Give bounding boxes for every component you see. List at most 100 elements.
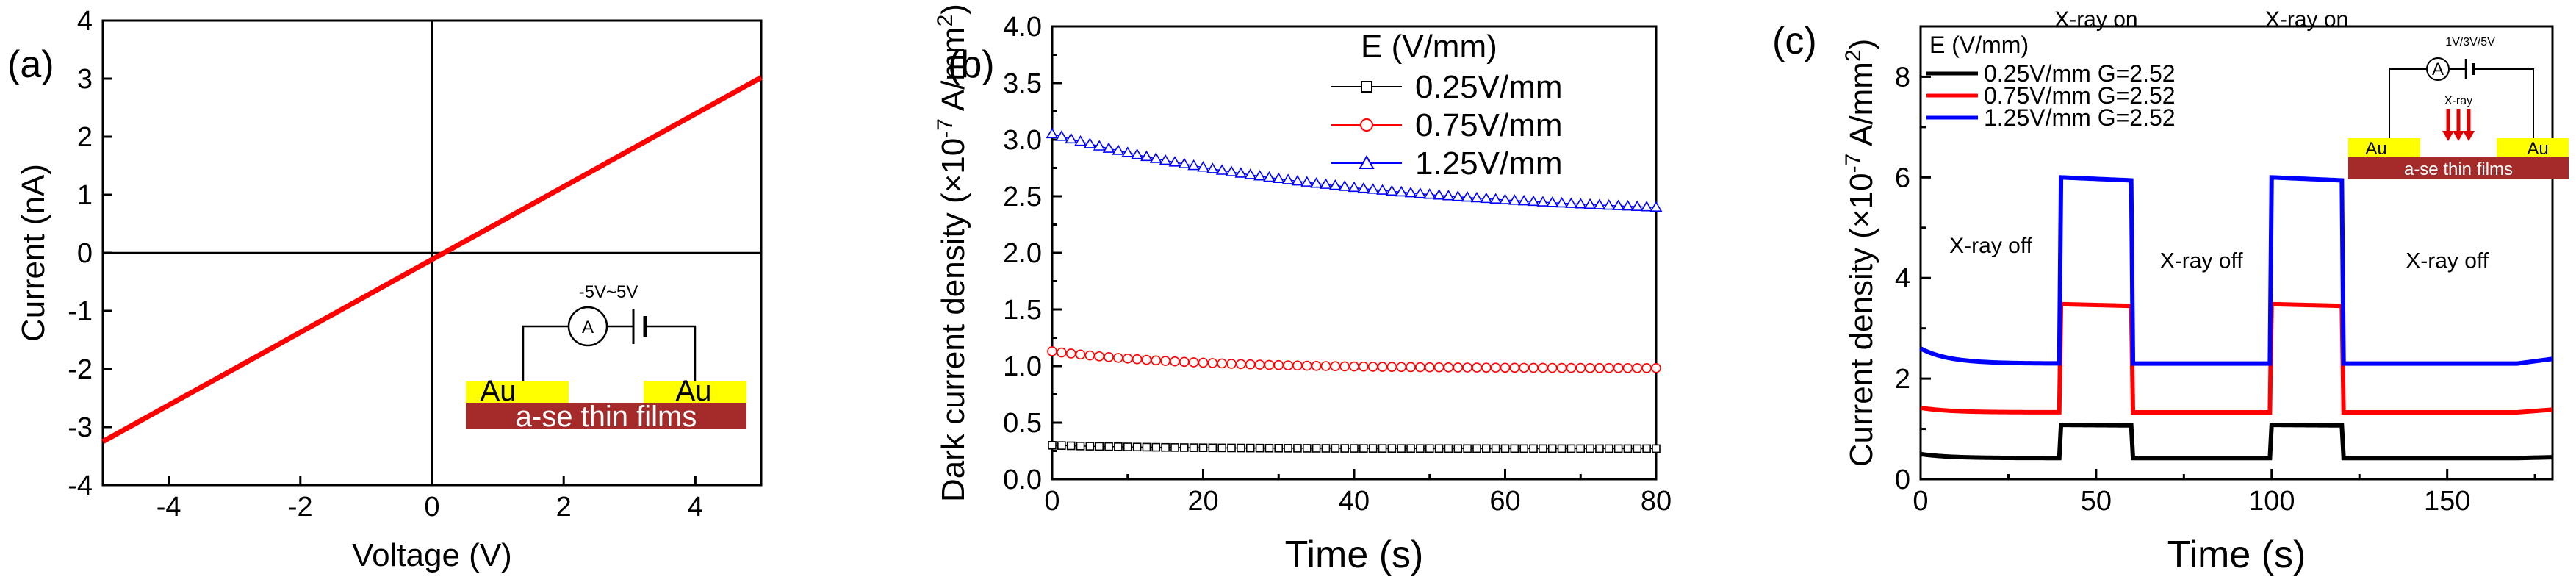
series-0-point (1057, 441, 1066, 450)
y-tick-label: 2 (1895, 364, 1910, 395)
x-tick-label: 0 (424, 492, 439, 523)
x-tick-label: 80 (1641, 486, 1672, 517)
inset-a-voltage: -5V~5V (579, 282, 638, 302)
panel-c-legend-title: E (V/mm) (1929, 32, 2029, 58)
y-tick-label: 6 (1895, 162, 1910, 193)
series-2-point (1055, 130, 1068, 141)
series-2-point (1499, 193, 1511, 204)
series-0-point (1566, 444, 1576, 453)
series-2-point (1281, 173, 1295, 184)
y-tick-label: 2 (77, 122, 93, 153)
y-tick-label: 1.5 (1003, 295, 1042, 326)
series-0-point (1293, 444, 1302, 453)
series-1-point (1500, 362, 1511, 373)
series-2-point (1310, 177, 1323, 188)
series-1-point (1283, 360, 1293, 370)
inset-a-wire-left (522, 325, 568, 381)
annotation-0: X-ray off (1949, 234, 2032, 258)
legend-0-marker (1361, 81, 1372, 93)
inset-c-electrode-right (2497, 138, 2569, 157)
x-tick-label: 4 (688, 492, 703, 523)
series-1-point (1113, 353, 1123, 363)
series-1-point (1057, 347, 1067, 358)
series-2-point (1272, 172, 1285, 184)
series-1-point (1188, 357, 1199, 368)
y-tick-label: 0 (77, 238, 93, 269)
series-1-point (1509, 362, 1520, 373)
annotation-3: X-ray on (2265, 7, 2348, 32)
legend-2-label: 1.25V/mm G=2.52 (1984, 104, 2176, 131)
x-tick-label: 60 (1489, 486, 1520, 517)
series-1-point (1217, 358, 1227, 369)
series-0-point (1359, 444, 1368, 453)
series-1-point (1104, 352, 1114, 362)
series-0-point (1132, 442, 1142, 452)
series-1-point (1632, 362, 1643, 373)
annotation-1: X-ray on (2054, 7, 2137, 32)
panel-b-ylabel: Dark current density (×10-7 A/mm2) (933, 4, 971, 502)
series-1-point (1075, 349, 1086, 360)
inset-c-wire-right (2473, 68, 2534, 138)
inset-a-au-right: Au (676, 375, 712, 407)
series-0-point (1595, 444, 1604, 453)
y-tick-label: -1 (68, 296, 93, 327)
series-1-point (1151, 355, 1162, 366)
inset-a-electrode-right (644, 381, 746, 403)
series-0-point (1491, 444, 1500, 453)
series-1-point (1641, 362, 1652, 373)
series-2-point (1253, 170, 1266, 181)
series-1-point (1170, 356, 1180, 367)
inset-c-meter: A (2432, 60, 2444, 79)
series-1-point (1603, 362, 1614, 373)
y-tick-label: 4 (1895, 263, 1910, 294)
inset-a-meter: A (582, 318, 594, 337)
series-1-line (1920, 301, 2553, 415)
series-1-point (1254, 359, 1265, 370)
series-1-point (1519, 362, 1529, 373)
y-tick-label: 4.0 (1003, 12, 1042, 43)
series-0-point (1274, 443, 1284, 453)
panel-a-label: (a) (7, 43, 54, 86)
series-2-point (1451, 190, 1464, 201)
series-2-point (1508, 194, 1521, 205)
series-0-point (1189, 443, 1198, 452)
x-tick-label: -2 (288, 492, 313, 523)
series-2-point (1357, 182, 1370, 193)
series-2-point (1263, 171, 1276, 182)
series-1-point (1424, 362, 1435, 373)
series-2-point (1187, 159, 1201, 171)
series-2-point (1640, 201, 1653, 212)
series-0-point (1387, 444, 1397, 453)
series-1-point (1094, 351, 1105, 362)
y-tick-label: 0 (1895, 465, 1910, 495)
inset-c-au-left: Au (2365, 139, 2386, 159)
series-1-point (1359, 361, 1369, 372)
y-tick-label: 3 (77, 64, 93, 95)
series-2-point (1074, 135, 1087, 146)
series-1-point (1339, 361, 1350, 372)
iv-curve-line (101, 75, 763, 444)
series-2-point (1121, 146, 1134, 157)
panel-b-legend-title: E (V/mm) (1361, 29, 1497, 65)
series-2-point (1376, 184, 1389, 195)
series-0-point (1170, 443, 1179, 452)
y-tick-label: 8 (1895, 62, 1910, 93)
series-0-point (1642, 444, 1651, 453)
series-2-point (1291, 174, 1304, 186)
series-0-point (1623, 444, 1633, 453)
series-0-point (1066, 441, 1076, 451)
series-2-point (1574, 198, 1587, 209)
y-tick-label: 0.5 (1003, 408, 1042, 439)
series-0-point (1321, 444, 1331, 453)
series-0-point (1180, 443, 1189, 452)
series-1-point (1547, 362, 1558, 373)
series-0-point (1633, 444, 1642, 453)
legend-2-label: 1.25V/mm (1415, 146, 1563, 182)
series-2-point (1622, 200, 1634, 211)
series-2-point (1583, 198, 1597, 209)
series-2-point (1649, 201, 1663, 212)
series-1-point (1575, 362, 1586, 373)
series-0-point (1255, 443, 1264, 453)
series-1-point (1556, 362, 1567, 373)
y-tick-label: 3.5 (1003, 68, 1042, 99)
